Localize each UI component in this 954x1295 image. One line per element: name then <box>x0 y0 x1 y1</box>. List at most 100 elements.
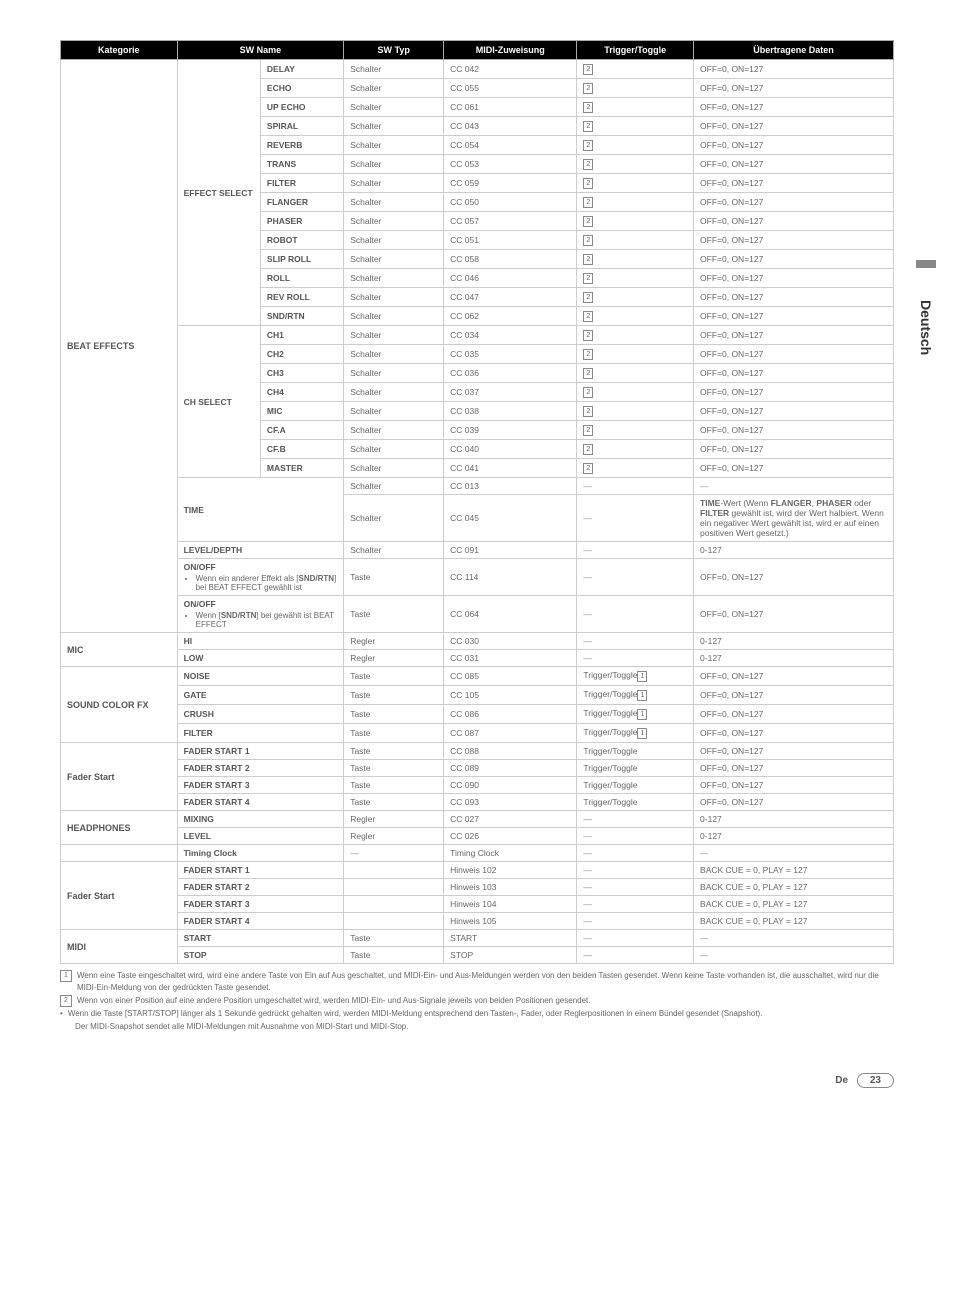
data: OFF=0, ON=127 <box>694 440 894 459</box>
trigger: — <box>577 542 694 559</box>
trigger: 2 <box>577 193 694 212</box>
swname: CF.A <box>260 421 343 440</box>
data: OFF=0, ON=127 <box>694 383 894 402</box>
data: BACK CUE = 0, PLAY = 127 <box>694 913 894 930</box>
trigger: 2 <box>577 79 694 98</box>
trigger: 2 <box>577 117 694 136</box>
midi: CC 064 <box>444 596 577 633</box>
table-row: CH SELECTCH1SchalterCC 0342OFF=0, ON=127 <box>61 326 894 345</box>
trigger: — <box>577 947 694 964</box>
data: OFF=0, ON=127 <box>694 326 894 345</box>
midi: CC 027 <box>444 811 577 828</box>
swtyp: Schalter <box>344 421 444 440</box>
footnote-1: Wenn eine Taste eingeschaltet wird, wird… <box>77 970 894 994</box>
trigger: 2 <box>577 440 694 459</box>
footnote-marker-1: 1 <box>60 970 72 982</box>
swname: GATE <box>177 686 344 705</box>
data: OFF=0, ON=127 <box>694 174 894 193</box>
data: OFF=0, ON=127 <box>694 60 894 79</box>
trigger: — <box>577 811 694 828</box>
swname: CH2 <box>260 345 343 364</box>
trigger: 2 <box>577 288 694 307</box>
trigger: 2 <box>577 250 694 269</box>
swname: CH3 <box>260 364 343 383</box>
trigger: — <box>577 650 694 667</box>
midi: CC 055 <box>444 79 577 98</box>
side-accent-bar <box>916 260 936 268</box>
swtyp: Schalter <box>344 402 444 421</box>
category-fader-start-1: Fader Start <box>61 743 178 811</box>
group-time: TIME <box>177 478 344 542</box>
trigger: — <box>577 896 694 913</box>
swtyp: Schalter <box>344 288 444 307</box>
swname: ECHO <box>260 79 343 98</box>
header-swname: SW Name <box>177 41 344 60</box>
data: OFF=0, ON=127 <box>694 777 894 794</box>
header-swtyp: SW Typ <box>344 41 444 60</box>
footnote-marker-2: 2 <box>60 995 72 1007</box>
swname: Timing Clock <box>177 845 344 862</box>
swname: CRUSH <box>177 705 344 724</box>
trigger: — <box>577 495 694 542</box>
data: OFF=0, ON=127 <box>694 117 894 136</box>
midi: CC 086 <box>444 705 577 724</box>
swtyp: Schalter <box>344 174 444 193</box>
data: OFF=0, ON=127 <box>694 459 894 478</box>
trigger: Trigger/Toggle <box>577 743 694 760</box>
table-row: STOPTasteSTOP—— <box>61 947 894 964</box>
table-row: FADER START 4TasteCC 093Trigger/ToggleOF… <box>61 794 894 811</box>
data: OFF=0, ON=127 <box>694 794 894 811</box>
trigger: 2 <box>577 212 694 231</box>
trigger: 2 <box>577 345 694 364</box>
swname: MASTER <box>260 459 343 478</box>
category-mic: MIC <box>61 633 178 667</box>
footnote-bullet: Wenn die Taste [START/STOP] länger als 1… <box>68 1008 763 1020</box>
table-row: GATETasteCC 105Trigger/Toggle1OFF=0, ON=… <box>61 686 894 705</box>
trigger: Trigger/Toggle <box>577 794 694 811</box>
language-side-label: Deutsch <box>918 300 934 355</box>
group-onoff-1: ON/OFFWenn ein anderer Effekt als [SND/R… <box>177 559 344 596</box>
category-timing <box>61 845 178 862</box>
trigger: 2 <box>577 383 694 402</box>
trigger: — <box>577 879 694 896</box>
data: OFF=0, ON=127 <box>694 667 894 686</box>
swtyp: Taste <box>344 686 444 705</box>
midi: CC 054 <box>444 136 577 155</box>
swname: FADER START 4 <box>177 913 344 930</box>
swname: REV ROLL <box>260 288 343 307</box>
footnote-2: Wenn von einer Position auf eine andere … <box>77 995 591 1007</box>
page-lang: De <box>835 1075 848 1086</box>
midi: Hinweis 104 <box>444 896 577 913</box>
midi: CC 030 <box>444 633 577 650</box>
table-row: FADER START 4Hinweis 105—BACK CUE = 0, P… <box>61 913 894 930</box>
swtyp: Schalter <box>344 495 444 542</box>
swname: FLANGER <box>260 193 343 212</box>
data: OFF=0, ON=127 <box>694 307 894 326</box>
swtyp: — <box>344 845 444 862</box>
swtyp <box>344 879 444 896</box>
swtyp: Schalter <box>344 117 444 136</box>
trigger: 2 <box>577 60 694 79</box>
group-level-depth: LEVEL/DEPTH <box>177 542 344 559</box>
swtyp <box>344 862 444 879</box>
table-row: Fader StartFADER START 1TasteCC 088Trigg… <box>61 743 894 760</box>
swtyp: Schalter <box>344 79 444 98</box>
data: 0-127 <box>694 542 894 559</box>
data: OFF=0, ON=127 <box>694 155 894 174</box>
midi: CC 093 <box>444 794 577 811</box>
swtyp: Schalter <box>344 364 444 383</box>
midi: CC 058 <box>444 250 577 269</box>
swname: FADER START 1 <box>177 743 344 760</box>
table-row: HEADPHONESMIXINGReglerCC 027—0-127 <box>61 811 894 828</box>
table-row: FILTERTasteCC 087Trigger/Toggle1OFF=0, O… <box>61 724 894 743</box>
swtyp: Taste <box>344 724 444 743</box>
swtyp: Schalter <box>344 136 444 155</box>
table-row: SOUND COLOR FXNOISETasteCC 085Trigger/To… <box>61 667 894 686</box>
data: 0-127 <box>694 633 894 650</box>
swname: NOISE <box>177 667 344 686</box>
data: — <box>694 930 894 947</box>
swtyp: Regler <box>344 633 444 650</box>
footnotes-section: 1 Wenn eine Taste eingeschaltet wird, wir… <box>60 970 894 1033</box>
data: 0-127 <box>694 828 894 845</box>
data: OFF=0, ON=127 <box>694 269 894 288</box>
